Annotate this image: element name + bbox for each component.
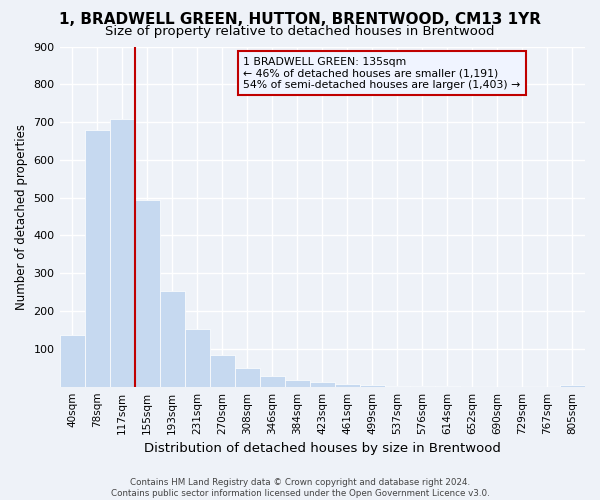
Bar (59, 334, 85, 386)
Bar (209, 354, 235, 386)
Bar (335, 384, 360, 386)
Text: Size of property relative to detached houses in Brentwood: Size of property relative to detached ho… (105, 25, 495, 38)
Bar (260, 376, 285, 386)
Bar (560, 385, 585, 386)
Bar (134, 200, 160, 386)
Bar (160, 291, 185, 386)
Y-axis label: Number of detached properties: Number of detached properties (15, 124, 28, 310)
Bar (360, 385, 385, 386)
X-axis label: Distribution of detached houses by size in Brentwood: Distribution of detached houses by size … (144, 442, 501, 455)
Bar (310, 382, 335, 386)
Bar (85, 130, 110, 386)
Bar (185, 329, 209, 386)
Bar (235, 368, 260, 386)
Text: 1, BRADWELL GREEN, HUTTON, BRENTWOOD, CM13 1YR: 1, BRADWELL GREEN, HUTTON, BRENTWOOD, CM… (59, 12, 541, 28)
Text: Contains HM Land Registry data © Crown copyright and database right 2024.
Contai: Contains HM Land Registry data © Crown c… (110, 478, 490, 498)
Bar (285, 380, 310, 386)
Text: 1 BRADWELL GREEN: 135sqm
← 46% of detached houses are smaller (1,191)
54% of sem: 1 BRADWELL GREEN: 135sqm ← 46% of detach… (244, 56, 521, 90)
Bar (110, 120, 134, 386)
